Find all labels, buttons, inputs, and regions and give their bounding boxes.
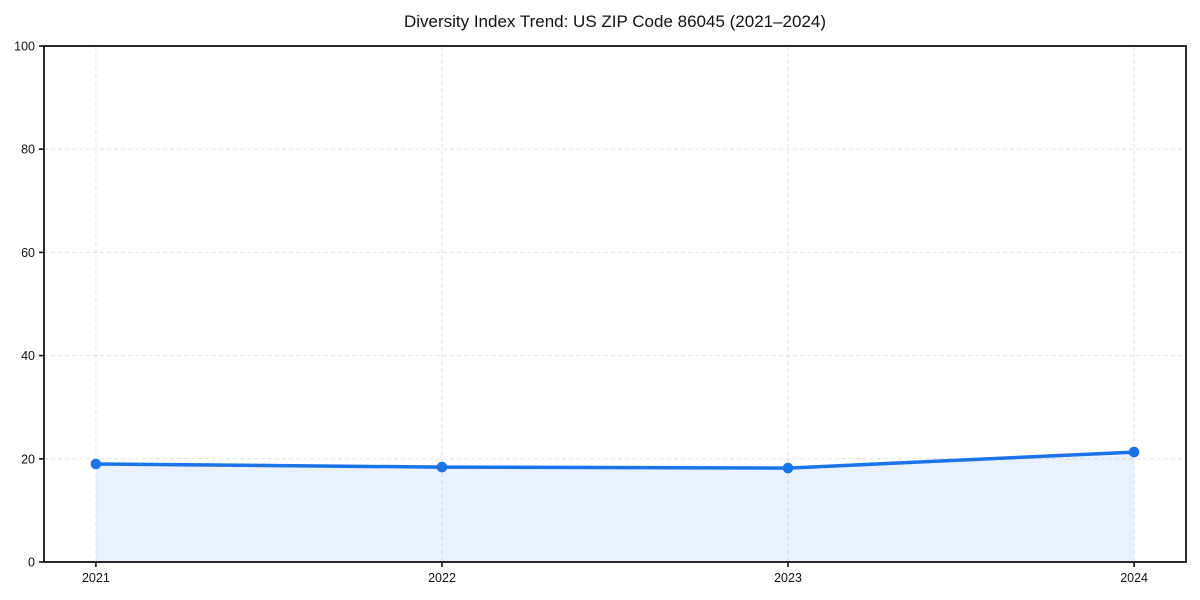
y-tick-label: 0 [28, 556, 35, 570]
x-tick-label: 2024 [1120, 571, 1148, 585]
x-tick-label: 2023 [774, 571, 802, 585]
y-tick-label: 20 [21, 452, 35, 466]
y-tick-label: 100 [14, 40, 35, 54]
trend-line [94, 450, 1136, 470]
data-point-marker [1128, 446, 1140, 458]
x-tick-label: 2022 [428, 571, 456, 585]
data-point-marker [90, 458, 102, 470]
data-point-marker [436, 461, 448, 473]
y-tick-label: 40 [21, 349, 35, 363]
y-tick-label: 80 [21, 143, 35, 157]
area-fill [95, 452, 1135, 562]
data-point-marker [782, 462, 794, 474]
y-tick-label: 60 [21, 246, 35, 260]
chart-title: Diversity Index Trend: US ZIP Code 86045… [403, 12, 827, 31]
plot-border [43, 45, 1187, 563]
x-tick-label: 2021 [82, 571, 110, 585]
